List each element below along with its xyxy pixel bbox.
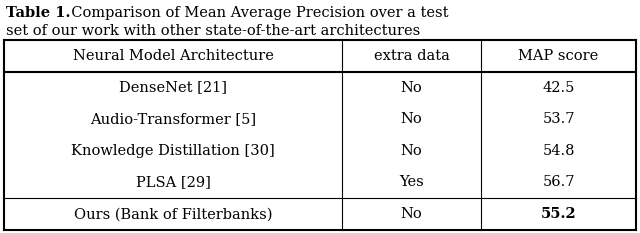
Text: 55.2: 55.2 [541,207,577,221]
Text: set of our work with other state-of-the-art architectures: set of our work with other state-of-the-… [6,24,420,38]
Text: Ours (Bank of Filterbanks): Ours (Bank of Filterbanks) [74,207,272,221]
Text: 54.8: 54.8 [542,144,575,158]
Text: PLSA [29]: PLSA [29] [136,175,211,189]
Text: 56.7: 56.7 [542,175,575,189]
Text: DenseNet [21]: DenseNet [21] [119,80,227,95]
Text: MAP score: MAP score [518,49,598,63]
Text: Comparison of Mean Average Precision over a test: Comparison of Mean Average Precision ove… [62,6,449,20]
Text: No: No [401,207,422,221]
Text: No: No [401,80,422,95]
Text: extra data: extra data [374,49,449,63]
Text: Yes: Yes [399,175,424,189]
Text: No: No [401,112,422,126]
Text: Audio-Transformer [5]: Audio-Transformer [5] [90,112,256,126]
Text: Knowledge Distillation [30]: Knowledge Distillation [30] [71,144,275,158]
Text: Table 1.: Table 1. [6,6,70,20]
Text: No: No [401,144,422,158]
Text: 53.7: 53.7 [542,112,575,126]
Text: 42.5: 42.5 [542,80,575,95]
Text: Neural Model Architecture: Neural Model Architecture [72,49,273,63]
